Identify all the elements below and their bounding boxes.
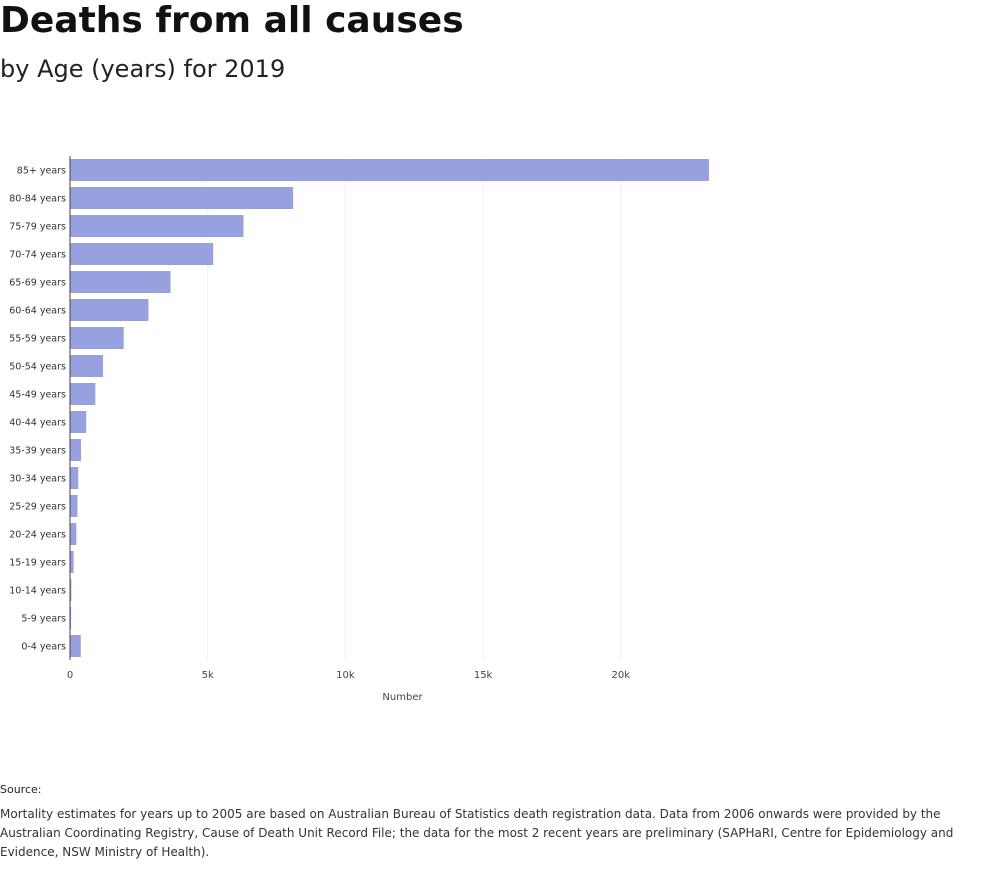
y-tick-label: 5-9 years: [21, 614, 66, 625]
y-tick-label: 20-24 years: [9, 530, 66, 541]
x-tick-label: 20k: [612, 670, 631, 681]
y-tick-label: 45-49 years: [9, 390, 66, 401]
y-tick-label: 85+ years: [17, 166, 66, 177]
bar: [70, 271, 171, 293]
bar: [70, 467, 79, 489]
source-label: Source:: [0, 783, 42, 796]
y-tick-label: 15-19 years: [9, 558, 66, 569]
y-tick-label: 60-64 years: [9, 306, 66, 317]
y-tick-label: 50-54 years: [9, 362, 66, 373]
bar: [70, 411, 87, 433]
bar: [70, 159, 709, 181]
bar: [70, 495, 78, 517]
bar: [70, 635, 81, 657]
y-tick-label: 10-14 years: [9, 586, 66, 597]
y-tick-label: 65-69 years: [9, 278, 66, 289]
bar: [70, 579, 72, 601]
chart-title: Deaths from all causes: [0, 0, 464, 41]
y-tick-label: 75-79 years: [9, 222, 66, 233]
bar: [70, 551, 74, 573]
y-tick-label: 40-44 years: [9, 418, 66, 429]
x-tick-label: 15k: [474, 670, 493, 681]
y-tick-label: 0-4 years: [21, 642, 66, 653]
bar: [70, 355, 104, 377]
bar: [70, 243, 214, 265]
bar: [70, 383, 96, 405]
y-tick-label: 80-84 years: [9, 194, 66, 205]
y-tick-label: 30-34 years: [9, 474, 66, 485]
x-axis-title: Number: [382, 692, 423, 703]
x-tick-label: 10k: [336, 670, 355, 681]
bar: [70, 299, 149, 321]
bar-chart: 0 5k 10k 15k 20k 85+ years 80-84 years 75-79 ye…: [9, 156, 709, 703]
y-tick-label: 35-39 years: [9, 446, 66, 457]
y-tick-label: 55-59 years: [9, 334, 66, 345]
bar: [70, 215, 244, 237]
x-tick-label: 0: [67, 670, 73, 681]
x-tick-label: 5k: [202, 670, 214, 681]
bar: [70, 327, 124, 349]
chart-subtitle: by Age (years) for 2019: [0, 55, 286, 83]
y-tick-label: 25-29 years: [9, 502, 66, 513]
bar: [70, 439, 82, 461]
bar: [70, 523, 77, 545]
y-tick-label: 70-74 years: [9, 250, 66, 261]
bar: [70, 187, 294, 209]
source-text: Mortality estimates for years up to 2005…: [0, 807, 954, 859]
bar: [70, 607, 72, 629]
